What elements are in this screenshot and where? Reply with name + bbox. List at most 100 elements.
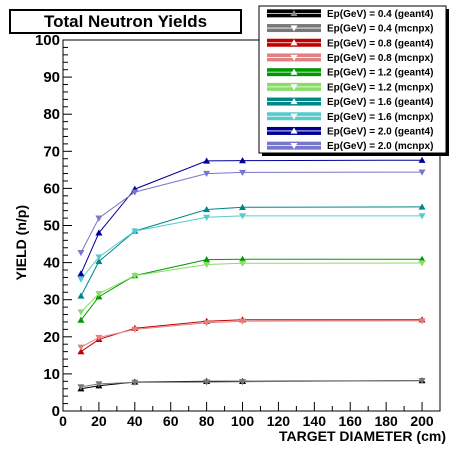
y-tick-label: 40 (43, 255, 60, 272)
legend-label: Ep(GeV) = 0.4 (mcnpx) (327, 24, 433, 35)
data-point (77, 316, 85, 323)
legend-label: Ep(GeV) = 1.6 (mcnpx) (327, 112, 433, 123)
data-point (95, 291, 103, 298)
x-tick-label: 140 (303, 413, 327, 429)
legend-marker (290, 113, 298, 120)
data-point (418, 260, 426, 267)
series-5 (77, 260, 426, 316)
legend-label: Ep(GeV) = 1.2 (geant4) (327, 68, 433, 79)
legend-label: Ep(GeV) = 0.8 (mcnpx) (327, 53, 433, 64)
series-line (80, 171, 423, 253)
series-2 (77, 316, 426, 355)
y-axis-label: YIELD (n/p) (13, 205, 29, 280)
data-point (203, 256, 211, 263)
data-point (239, 255, 247, 262)
y-tick-label: 100 (35, 32, 60, 49)
axes: 0 20 40 60 80 100 120 140 160 180 200 0 10 20 30 40 50 60… (35, 32, 441, 429)
series-line (80, 215, 422, 280)
data-point (77, 344, 85, 351)
data-point (203, 261, 211, 268)
y-tick-label: 70 (43, 143, 60, 160)
x-tick-label: 40 (127, 413, 143, 429)
data-point (77, 276, 85, 283)
legend-label: Ep(GeV) = 2.0 (mcnpx) (327, 141, 433, 152)
series-line (80, 320, 423, 348)
y-tick-label: 90 (43, 69, 60, 86)
legend: Ep(GeV) = 0.4 (geant4) Ep(GeV) = 0.4 (mcn… (258, 5, 449, 156)
legend-label: Ep(GeV) = 1.2 (mcnpx) (327, 82, 433, 93)
series-7 (77, 213, 426, 283)
x-tick-label: 180 (374, 413, 398, 429)
data-point (77, 348, 85, 355)
legend-label: Ep(GeV) = 1.6 (geant4) (327, 97, 433, 108)
data-point (418, 318, 426, 325)
data-point (77, 270, 85, 277)
data-point (77, 309, 85, 316)
legend-marker (290, 143, 298, 150)
series-0 (77, 377, 426, 392)
y-tick-label: 10 (43, 366, 60, 383)
x-tick-label: 120 (267, 413, 291, 429)
data-point (418, 156, 426, 163)
data-point (203, 157, 211, 164)
legend-marker (290, 84, 298, 91)
x-tick-label: 160 (339, 413, 363, 429)
chart-title: Total Neutron Yields (9, 9, 242, 34)
series-line (80, 380, 423, 388)
data-point (95, 215, 103, 222)
legend-marker (290, 54, 298, 61)
data-point (239, 379, 247, 386)
y-tick-label: 80 (43, 106, 60, 123)
data-point (95, 254, 103, 261)
legend-label: Ep(GeV) = 0.4 (geant4) (327, 9, 433, 20)
legend-marker (290, 127, 298, 134)
x-tick-label: 0 (59, 413, 67, 429)
data-point (95, 334, 103, 342)
data-point (77, 292, 85, 299)
data-point (203, 206, 211, 213)
data-point (95, 229, 103, 236)
data-point (95, 257, 103, 265)
legend-marker (290, 39, 298, 46)
y-tick-label: 20 (43, 329, 60, 346)
data-point (203, 170, 211, 178)
x-tick-label: 200 (410, 413, 434, 429)
x-tick-label: 20 (91, 413, 107, 429)
y-tick-label: 30 (43, 292, 60, 309)
x-tick-label: 80 (199, 413, 215, 429)
data-point (131, 272, 139, 280)
data-point (239, 213, 247, 220)
legend-label: Ep(GeV) = 2.0 (geant4) (327, 126, 433, 137)
legend-marker (290, 9, 298, 16)
series-layer (77, 156, 426, 392)
series-line (80, 262, 423, 313)
series-3 (77, 318, 426, 351)
series-line (80, 206, 423, 297)
data-point (418, 213, 426, 220)
data-point (131, 326, 139, 333)
data-point (203, 320, 211, 327)
data-point (418, 169, 426, 176)
series-8 (77, 156, 426, 277)
data-point (131, 379, 139, 386)
x-axis-label: TARGET DIAMETER (cm) (279, 428, 446, 444)
series-line (80, 319, 422, 353)
series-4 (77, 255, 426, 323)
y-tick-label: 0 (52, 403, 60, 420)
x-tick-label: 60 (163, 413, 179, 429)
legend-label: Ep(GeV) = 0.8 (geant4) (327, 38, 433, 49)
data-point (77, 249, 85, 257)
y-tick-label: 60 (43, 180, 60, 197)
data-point (131, 189, 139, 196)
data-point (77, 384, 85, 391)
data-point (239, 203, 247, 210)
series-9 (77, 169, 426, 257)
legend-marker (290, 25, 298, 32)
series-6 (77, 203, 426, 299)
data-point (203, 379, 211, 386)
series-1 (77, 377, 426, 391)
data-point (418, 377, 426, 385)
data-point (239, 260, 247, 267)
data-point (418, 203, 426, 210)
